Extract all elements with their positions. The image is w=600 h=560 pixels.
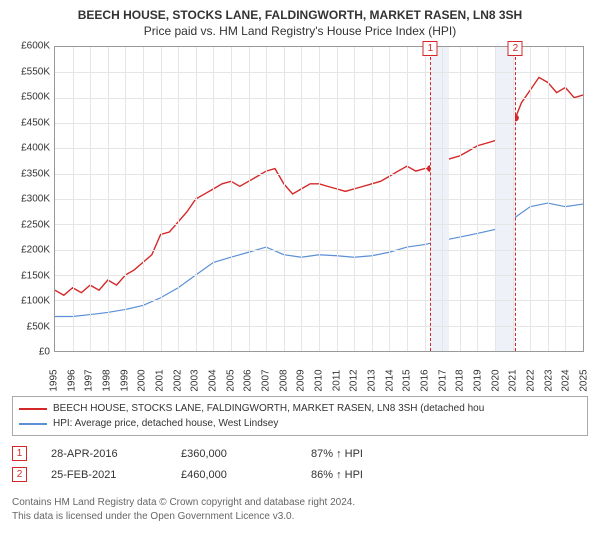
x-tick-label: 2005	[225, 369, 236, 391]
x-tick-label: 1997	[84, 369, 95, 391]
legend: BEECH HOUSE, STOCKS LANE, FALDINGWORTH, …	[12, 396, 588, 436]
x-tick-label: 2002	[172, 369, 183, 391]
sale-date: 28-APR-2016	[51, 448, 181, 460]
legend-label: BEECH HOUSE, STOCKS LANE, FALDINGWORTH, …	[53, 401, 484, 416]
y-tick-label: £0	[39, 347, 50, 358]
plot-area: 12	[54, 46, 584, 352]
sale-pct: 86% ↑ HPI	[311, 469, 441, 481]
x-tick-label: 2015	[402, 369, 413, 391]
legend-item: HPI: Average price, detached house, West…	[19, 416, 581, 431]
x-tick-label: 2008	[278, 369, 289, 391]
sale-row: 1 28-APR-2016£360,00087% ↑ HPI	[12, 446, 588, 461]
x-tick-label: 2024	[561, 369, 572, 391]
x-tick-label: 2018	[455, 369, 466, 391]
y-tick-label: £400K	[21, 143, 50, 154]
x-tick-label: 1996	[66, 369, 77, 391]
y-axis: £0£50K£100K£150K£200K£250K£300K£350K£400…	[12, 46, 52, 352]
y-tick-label: £100K	[21, 296, 50, 307]
y-tick-label: £550K	[21, 66, 50, 77]
sale-row: 2 25-FEB-2021£460,00086% ↑ HPI	[12, 467, 588, 482]
x-tick-label: 2010	[314, 369, 325, 391]
x-tick-label: 2001	[155, 369, 166, 391]
y-tick-label: £350K	[21, 168, 50, 179]
x-tick-label: 1995	[49, 369, 60, 391]
x-axis: 1995199619971998199920002001200220032004…	[54, 352, 584, 386]
x-tick-label: 1999	[119, 369, 130, 391]
x-tick-label: 2013	[367, 369, 378, 391]
x-tick-label: 2022	[526, 369, 537, 391]
x-tick-label: 2020	[490, 369, 501, 391]
x-tick-label: 2021	[508, 369, 519, 391]
notice: Contains HM Land Registry data © Crown c…	[12, 496, 588, 523]
y-tick-label: £50K	[27, 321, 50, 332]
x-tick-label: 1998	[102, 369, 113, 391]
x-tick-label: 2007	[261, 369, 272, 391]
chart-marker-2: 2	[508, 41, 523, 56]
sale-row-marker: 2	[12, 467, 27, 482]
sale-price: £360,000	[181, 448, 311, 460]
y-tick-label: £250K	[21, 219, 50, 230]
x-tick-label: 2003	[190, 369, 201, 391]
sale-price: £460,000	[181, 469, 311, 481]
x-tick-label: 2009	[296, 369, 307, 391]
chart-subtitle: Price paid vs. HM Land Registry's House …	[12, 24, 588, 38]
chart-title: BEECH HOUSE, STOCKS LANE, FALDINGWORTH, …	[12, 8, 588, 22]
y-tick-label: £300K	[21, 194, 50, 205]
legend-item: BEECH HOUSE, STOCKS LANE, FALDINGWORTH, …	[19, 401, 581, 416]
x-tick-label: 2000	[137, 369, 148, 391]
sale-date: 25-FEB-2021	[51, 469, 181, 481]
x-tick-label: 2016	[420, 369, 431, 391]
y-tick-label: £600K	[21, 41, 50, 52]
x-tick-label: 2006	[243, 369, 254, 391]
chart-titles: BEECH HOUSE, STOCKS LANE, FALDINGWORTH, …	[12, 8, 588, 38]
x-tick-label: 2011	[331, 370, 342, 392]
data-rows: 1 28-APR-2016£360,00087% ↑ HPI 2 25-FEB-202…	[12, 444, 588, 496]
sale-row-marker: 1	[12, 446, 27, 461]
chart-area: £0 £50K £100K £150K £200K £250K £300K £350K £400…	[12, 46, 588, 386]
legend-label: HPI: Average price, detached house, West…	[53, 416, 278, 431]
chart-marker-1: 1	[423, 41, 438, 56]
y-tick-label: £150K	[21, 270, 50, 281]
x-tick-label: 2004	[208, 369, 219, 391]
x-tick-label: 2012	[349, 369, 360, 391]
x-tick-label: 2019	[473, 369, 484, 391]
x-tick-label: 2023	[543, 369, 554, 391]
y-tick-label: £450K	[21, 117, 50, 128]
x-tick-label: 2025	[579, 369, 590, 391]
sale-pct: 87% ↑ HPI	[311, 448, 441, 460]
x-tick-label: 2017	[437, 369, 448, 391]
x-tick-label: 2014	[384, 369, 395, 391]
y-tick-label: £200K	[21, 245, 50, 256]
y-tick-label: £500K	[21, 92, 50, 103]
notice-line-1: Contains HM Land Registry data © Crown c…	[12, 496, 588, 510]
notice-line-2: This data is licensed under the Open Gov…	[12, 510, 588, 524]
